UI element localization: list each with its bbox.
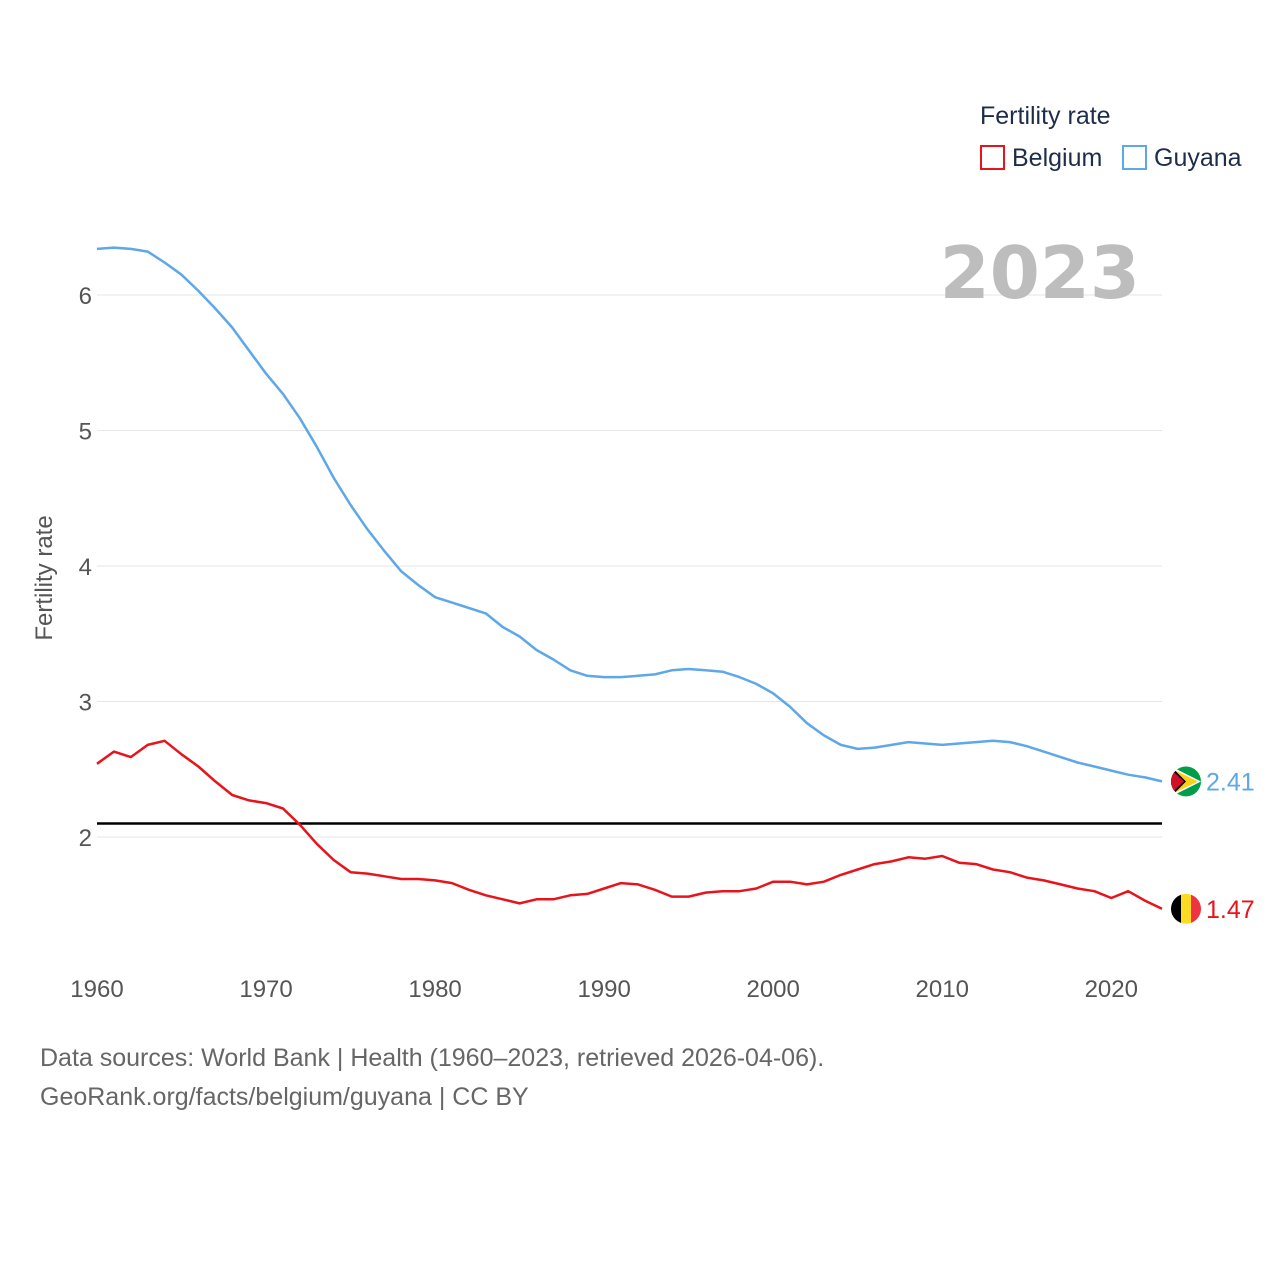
guyana-end-value: 2.41 xyxy=(1206,768,1255,796)
legend-swatch-guyana[interactable] xyxy=(1122,145,1147,170)
y-tick-label: 6 xyxy=(79,283,92,310)
guyana-flag-icon xyxy=(1171,766,1201,797)
x-tick-label: 1990 xyxy=(577,976,630,1003)
x-tick-label: 1980 xyxy=(408,976,461,1003)
footer-sources: Data sources: World Bank | Health (1960–… xyxy=(40,1044,825,1072)
belgium-end-marker: 1.47 xyxy=(1171,893,1255,924)
legend-label-belgium[interactable]: Belgium xyxy=(1012,144,1102,172)
guyana-end-marker: 2.41 xyxy=(1171,766,1255,797)
y-tick-label: 5 xyxy=(79,419,92,446)
series-lines xyxy=(96,246,1163,910)
y-tick-label: 4 xyxy=(79,554,92,581)
y-tick-label: 2 xyxy=(79,825,92,852)
belgium-end-value: 1.47 xyxy=(1206,896,1255,924)
legend-swatch-belgium[interactable] xyxy=(980,145,1005,170)
y-tick-label: 3 xyxy=(79,690,92,717)
y-axis-ticks: 2 3 4 5 6 xyxy=(79,283,92,852)
series-line-guyana[interactable] xyxy=(96,246,1163,783)
legend-label-guyana[interactable]: Guyana xyxy=(1154,144,1242,172)
x-tick-label: 1960 xyxy=(70,976,123,1003)
gridlines xyxy=(97,294,1162,838)
x-tick-label: 2020 xyxy=(1085,976,1138,1003)
footer-attribution[interactable]: GeoRank.org/facts/belgium/guyana | CC BY xyxy=(40,1083,529,1111)
belgium-flag-icon xyxy=(1171,893,1201,924)
y-axis-title: Fertility rate xyxy=(31,515,58,640)
legend-title: Fertility rate xyxy=(980,102,1111,130)
x-tick-label: 2010 xyxy=(916,976,969,1003)
year-label: 2023 xyxy=(940,231,1140,315)
x-axis-ticks: 1960 1970 1980 1990 2000 2010 2020 xyxy=(70,976,1138,1003)
legend: Fertility rate Belgium Guyana xyxy=(980,102,1242,172)
x-tick-label: 1970 xyxy=(239,976,292,1003)
x-tick-label: 2000 xyxy=(746,976,799,1003)
series-line-belgium[interactable] xyxy=(96,739,1163,910)
